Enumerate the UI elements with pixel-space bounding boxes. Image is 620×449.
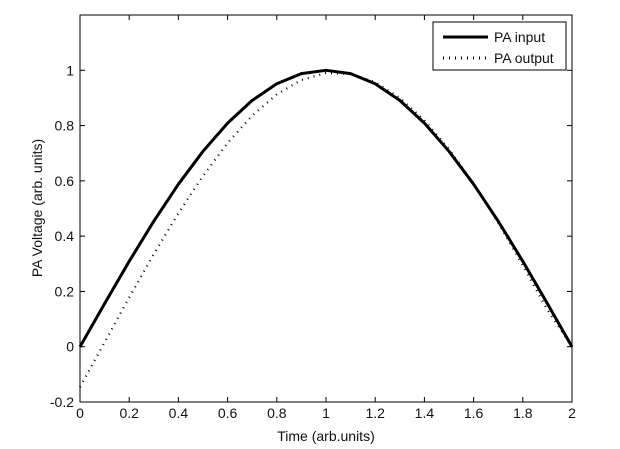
x-tick-label: 1.2 bbox=[365, 405, 385, 421]
y-tick-label: 0.4 bbox=[55, 228, 75, 244]
data-series bbox=[78, 68, 574, 388]
x-tick-label: 1.6 bbox=[464, 405, 484, 421]
x-tick-label: 2 bbox=[568, 405, 576, 421]
x-tick-label: 0.8 bbox=[267, 405, 287, 421]
y-tick-label: -0.2 bbox=[50, 394, 74, 410]
legend: PA input PA output bbox=[432, 21, 567, 71]
x-tick-label: 1.4 bbox=[415, 405, 435, 421]
legend-label-input: PA input bbox=[494, 29, 545, 45]
y-tick-label: 1 bbox=[66, 62, 74, 78]
y-tick-label: 0 bbox=[66, 339, 74, 355]
axis-ticks: 0 0.2 0.4 0.6 0.8 1 1.2 1.4 1.6 1.8 2-0.200.20.40.… bbox=[50, 15, 576, 421]
x-tick-label: 1 bbox=[322, 405, 330, 421]
series-pa-input bbox=[78, 68, 574, 348]
x-tick-label: 0.4 bbox=[169, 405, 189, 421]
legend-label-output: PA output bbox=[494, 50, 554, 66]
legend-box bbox=[432, 21, 567, 71]
x-tick-label: 0 bbox=[76, 405, 84, 421]
x-tick-label: 0.2 bbox=[119, 405, 139, 421]
series-pa-output bbox=[79, 71, 573, 388]
y-tick-label: 0.2 bbox=[55, 283, 75, 299]
x-tick-label: 1.8 bbox=[513, 405, 533, 421]
y-tick-label: 0.8 bbox=[55, 118, 75, 134]
x-axis-label: Time (arb.units) bbox=[277, 428, 375, 444]
y-axis-label: PA Voltage (arb. units) bbox=[29, 139, 45, 277]
y-tick-label: 0.6 bbox=[55, 173, 75, 189]
x-tick-label: 0.6 bbox=[218, 405, 238, 421]
